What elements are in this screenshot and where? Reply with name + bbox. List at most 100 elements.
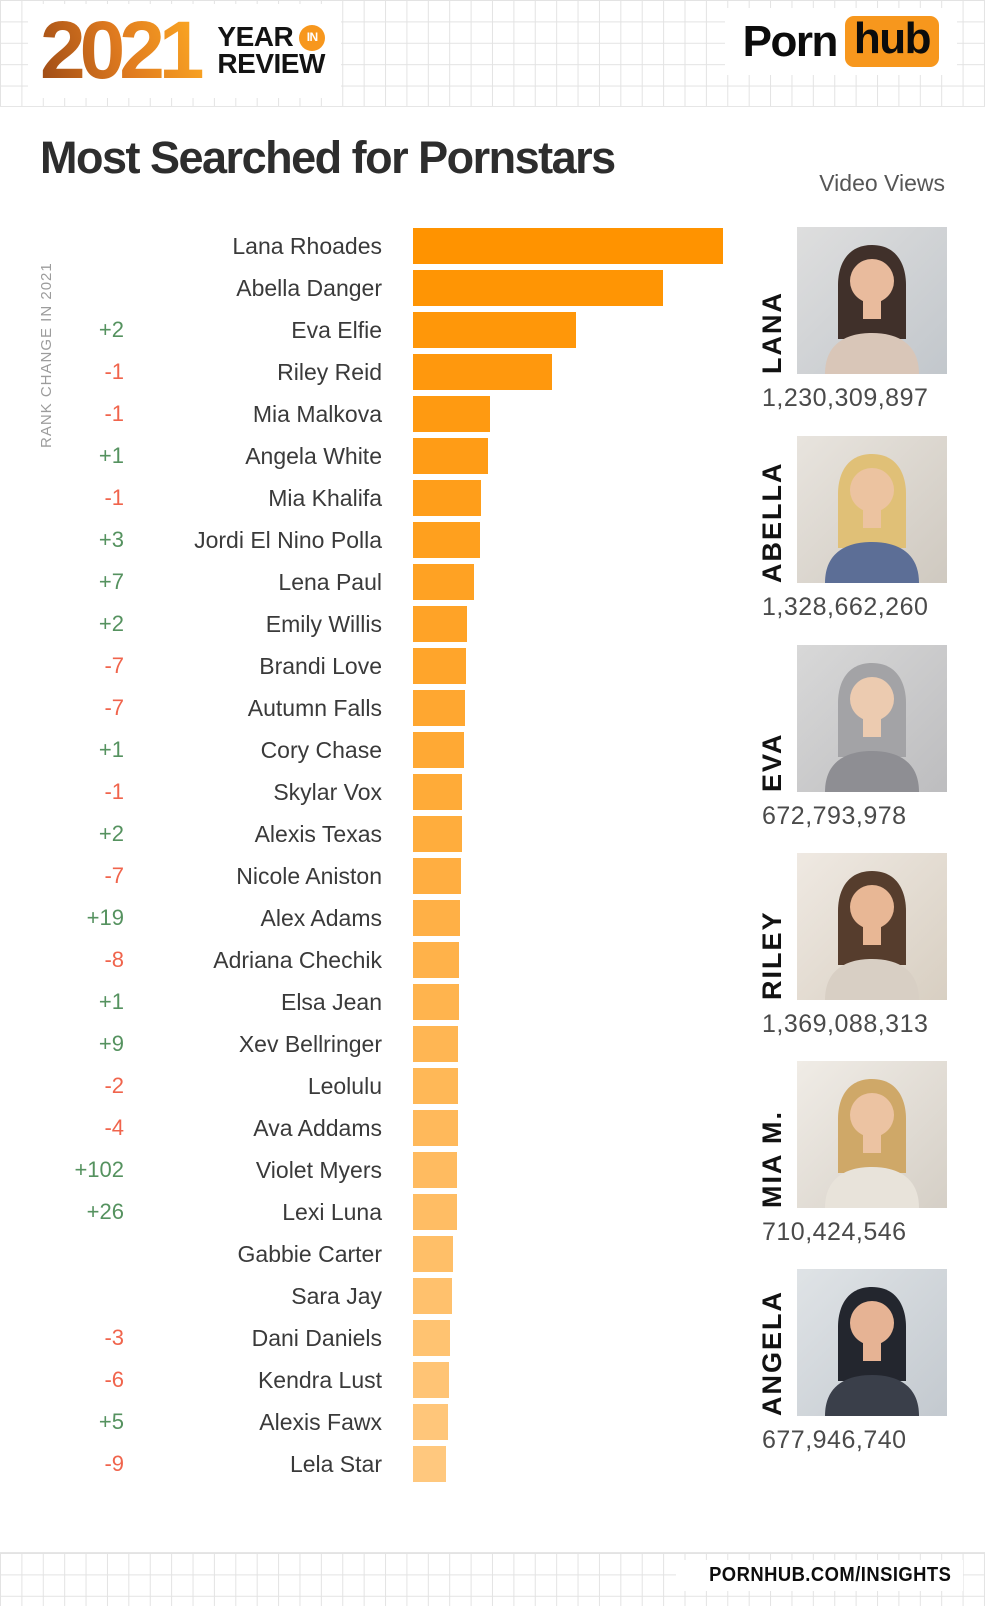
rank-change-value: -7 [104,653,124,678]
pornstar-name: Elsa Jean [280,988,382,1015]
bar-track [413,1110,723,1146]
search-volume-bar [413,1068,458,1104]
year-in-review-lockup: 2021 YEAR IN REVIEW [28,4,342,98]
pornstar-name: Emily Willis [265,610,382,637]
bar-track [413,942,723,978]
year-in-review-text: YEAR IN REVIEW [217,21,326,79]
rank-change-value: +26 [86,1199,124,1224]
video-views-count: 1,230,309,897 [762,384,929,412]
portrait-silhouette [825,1287,919,1416]
search-volume-bar [413,564,474,600]
chart-row: +9 Xev Bellringer [40,1023,723,1065]
pornstar-name: Mia Malkova [252,400,382,427]
chart-row: -7 Brandi Love [40,645,723,687]
chart-row: -9 Lela Star [40,1443,723,1485]
rank-change-value: +2 [98,821,124,846]
chart-row: -1 Riley Reid [40,351,723,393]
bar-track [413,1194,723,1230]
bar-track [413,858,723,894]
bar-track [413,1236,723,1272]
search-volume-bar [413,606,467,642]
bar-track [413,396,723,432]
bar-track [413,480,723,516]
bar-track [413,1320,723,1356]
rank-change-value: +102 [74,1157,124,1182]
search-volume-bar [413,270,663,306]
search-volume-bar [413,1026,459,1062]
video-views-count: 1,328,662,260 [762,593,929,621]
chart-row: +2 Emily Willis [40,603,723,645]
rank-change-value: -7 [104,695,124,720]
portrait-silhouette [825,454,919,583]
bar-track [413,648,723,684]
chart-row: +1 Elsa Jean [40,981,723,1023]
search-volume-bar [413,480,481,516]
pornstar-name: Gabbie Carter [237,1240,382,1267]
chart-row: -1 Skylar Vox [40,771,723,813]
pornstar-name: Angela White [245,442,382,469]
search-volume-bar [413,690,465,726]
rank-change-value: +1 [98,737,124,762]
bar-track [413,1362,723,1398]
rank-change-value: -7 [104,863,124,888]
search-volume-bar [413,438,488,474]
lockup-year-label: YEAR [217,21,294,53]
bar-track [413,438,723,474]
pornstar-name: Lana Rhoades [232,232,382,259]
bar-track [413,816,723,852]
chart-row: +1 Cory Chase [40,729,723,771]
pornstar-name: Ava Addams [253,1114,382,1141]
rank-change-value: +19 [86,905,124,930]
rank-change-value: +3 [98,527,124,552]
pornstar-name: Kendra Lust [257,1366,382,1393]
search-volume-bar [413,1194,457,1230]
footer-url: PORNHUB.COM/INSIGHTS [708,1564,951,1586]
search-volume-bar [413,1362,449,1398]
video-views-card: MIA M. 710,424,546 [745,1061,950,1261]
portrait-photo [797,853,947,1000]
rank-change-value: +1 [98,989,124,1014]
rank-change-value: +9 [98,1031,124,1056]
chart-row: +26 Lexi Luna [40,1191,723,1233]
page-title: Most Searched for Pornstars [40,132,616,183]
rank-change-value: +1 [98,443,124,468]
portrait-silhouette [825,871,919,1000]
chart-row: Sara Jay [40,1275,723,1317]
bar-track [413,1404,723,1440]
search-volume-bar [413,228,723,264]
logo-porn-text: Porn [742,16,839,66]
pornstar-name: Abella Danger [236,274,382,301]
lockup-line-year: YEAR IN [217,21,326,53]
logo-hub-box: hub [844,14,939,67]
chart-row: Lana Rhoades [40,225,723,267]
search-volume-bar [413,1404,448,1440]
portrait-photo [797,227,947,374]
bar-track [413,1446,723,1482]
search-volume-bar [413,354,552,390]
lockup-review-label: REVIEW [217,48,325,79]
search-volume-bar [413,1110,458,1146]
search-volume-bar [413,816,462,852]
search-volume-bar [413,396,490,432]
chart-row: -7 Nicole Aniston [40,855,723,897]
pornstar-name: Lexi Luna [282,1198,382,1225]
pornstar-name: Lela Star [289,1450,382,1477]
chart-row: +2 Eva Elfie [40,309,723,351]
bar-track [413,1152,723,1188]
chart-row: +2 Alexis Texas [40,813,723,855]
pornhub-logo: Porn hub [724,8,957,75]
pornstar-name: Cory Chase [260,736,382,763]
rank-change-value: -1 [104,779,124,804]
bar-track [413,732,723,768]
pornstar-name: Nicole Aniston [236,862,382,889]
pornstar-name: Alexis Fawx [259,1408,382,1435]
chart-row: +3 Jordi El Nino Polla [40,519,723,561]
chart-row: -6 Kendra Lust [40,1359,723,1401]
chart-row: -7 Autumn Falls [40,687,723,729]
bar-track [413,900,723,936]
rank-change-value: +5 [98,1409,124,1434]
pornstar-name: Dani Daniels [251,1324,382,1351]
rank-change-value: -1 [104,401,124,426]
logo-hub-text: hub [853,14,932,63]
